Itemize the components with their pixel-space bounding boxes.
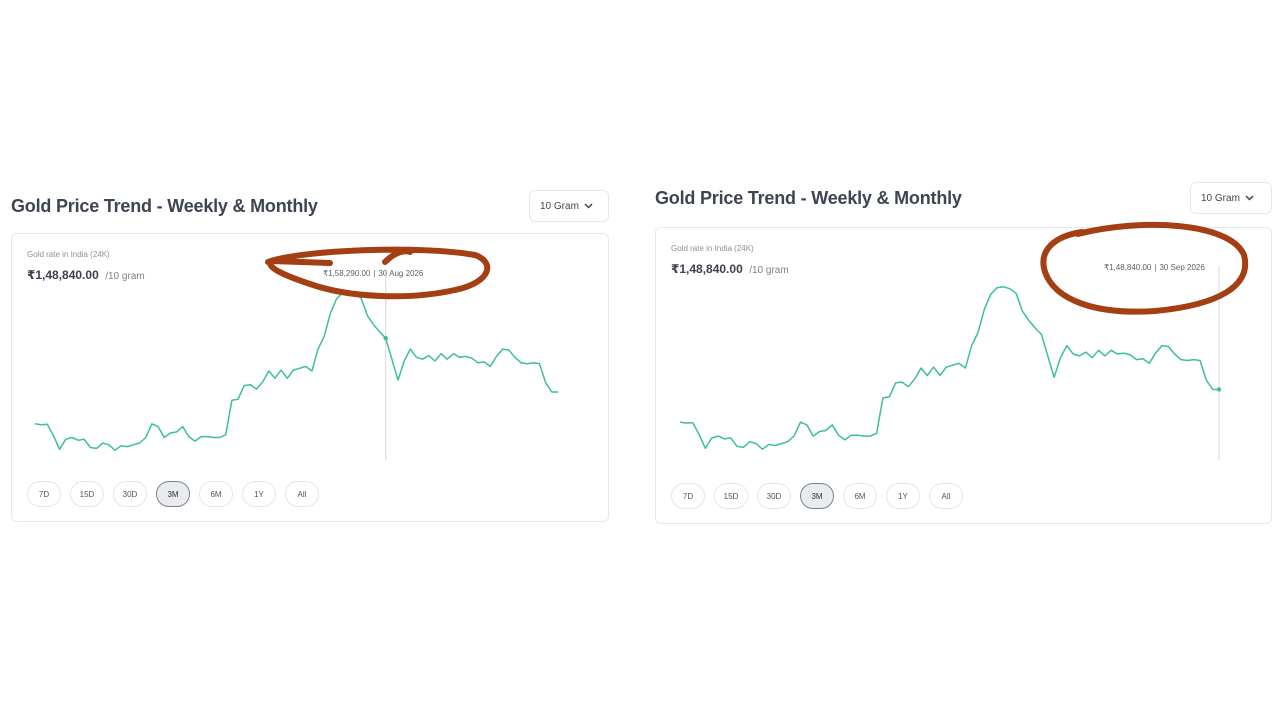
range-button-7d[interactable]: 7D: [27, 481, 61, 507]
gold-trend-panel-right: Gold Price Trend - Weekly & Monthly 10 G…: [644, 178, 1280, 528]
chevron-down-icon: [1245, 195, 1254, 201]
gold-trend-panel-left: Gold Price Trend - Weekly & Monthly 10 G…: [0, 186, 620, 526]
range-button-30d[interactable]: 30D: [757, 483, 791, 509]
range-button-7d[interactable]: 7D: [671, 483, 705, 509]
range-button-6m[interactable]: 6M: [843, 483, 877, 509]
price-series-line: [679, 286, 1219, 450]
hover-point: [1216, 387, 1222, 392]
range-button-all[interactable]: All: [285, 481, 319, 507]
card-label: Gold rate in India (24K): [27, 250, 110, 259]
range-buttons: 7D 15D 30D 3M 6M 1Y All: [27, 481, 319, 507]
range-button-1y[interactable]: 1Y: [886, 483, 920, 509]
current-price: ₹1,48,840.00 /10 gram: [27, 266, 145, 284]
range-button-30d[interactable]: 30D: [113, 481, 147, 507]
range-button-3m[interactable]: 3M: [800, 483, 834, 509]
unit-select-value: 10 Gram: [1201, 192, 1240, 204]
chevron-down-icon: [584, 203, 593, 209]
chart-card: Gold rate in India (24K) ₹1,48,840.00 /1…: [655, 227, 1272, 524]
unit-select[interactable]: 10 Gram: [529, 190, 609, 222]
price-line-chart[interactable]: [656, 228, 1273, 525]
price-series-line: [34, 290, 558, 452]
price-unit: /10 gram: [105, 271, 145, 282]
current-price: ₹1,48,840.00 /10 gram: [671, 260, 789, 278]
hover-point: [383, 336, 388, 341]
range-button-15d[interactable]: 15D: [714, 483, 748, 509]
card-label: Gold rate in India (24K): [671, 244, 754, 253]
price-value: ₹1,48,840.00: [671, 262, 743, 276]
panel-title: Gold Price Trend - Weekly & Monthly: [655, 188, 962, 208]
range-button-1y[interactable]: 1Y: [242, 481, 276, 507]
unit-select-value: 10 Gram: [540, 200, 579, 212]
chart-card: Gold rate in India (24K) ₹1,48,840.00 /1…: [11, 233, 609, 522]
price-line-chart[interactable]: [12, 234, 610, 523]
unit-select[interactable]: 10 Gram: [1190, 182, 1272, 214]
range-button-all[interactable]: All: [929, 483, 963, 509]
range-button-15d[interactable]: 15D: [70, 481, 104, 507]
range-buttons: 7D 15D 30D 3M 6M 1Y All: [671, 483, 963, 509]
price-unit: /10 gram: [749, 265, 789, 276]
range-button-6m[interactable]: 6M: [199, 481, 233, 507]
range-button-3m[interactable]: 3M: [156, 481, 190, 507]
panel-title: Gold Price Trend - Weekly & Monthly: [11, 196, 318, 216]
price-value: ₹1,48,840.00: [27, 268, 99, 282]
